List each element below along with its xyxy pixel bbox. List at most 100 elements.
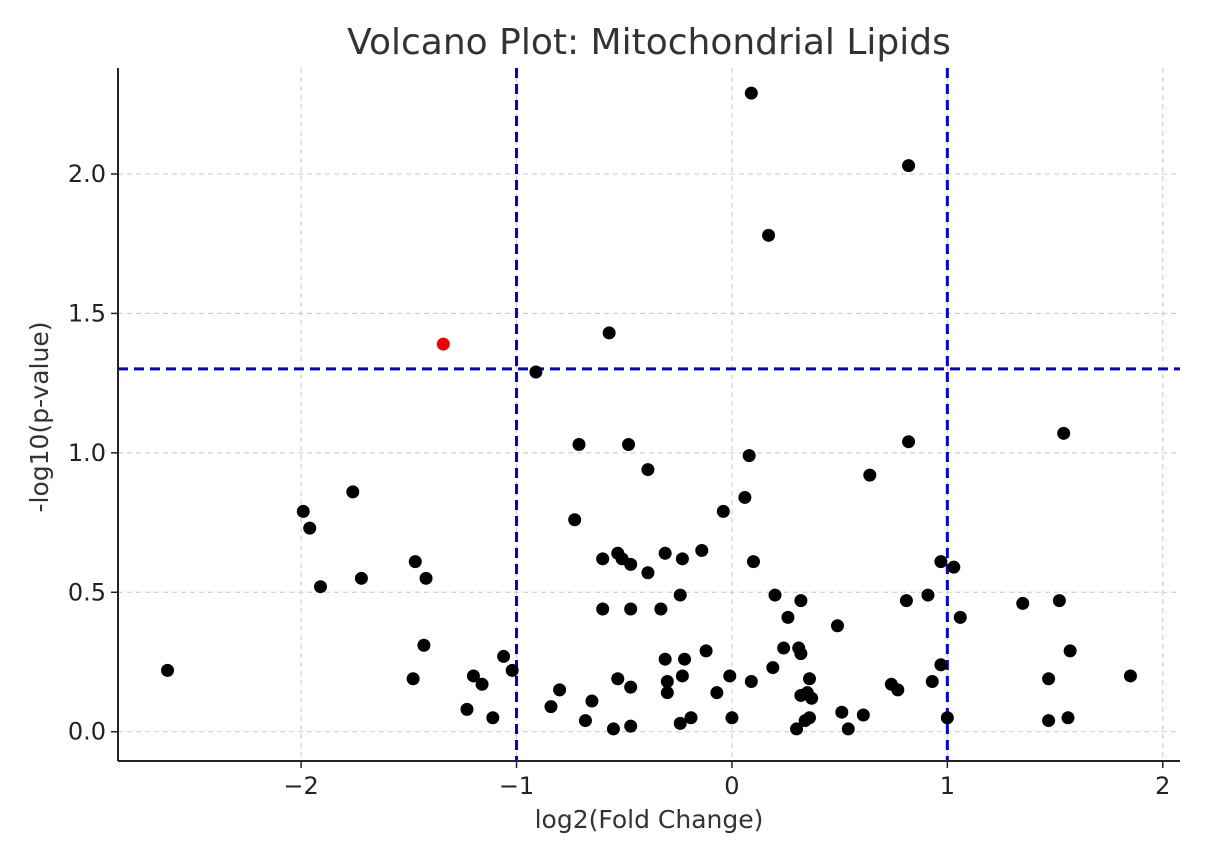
data-point <box>466 669 480 683</box>
data-point <box>835 705 849 719</box>
data-point <box>624 680 638 694</box>
x-tick-label: 2 <box>1155 772 1170 800</box>
data-point <box>675 552 689 566</box>
data-point <box>699 644 713 658</box>
data-point <box>1063 644 1077 658</box>
data-point <box>1016 596 1030 610</box>
x-tick-label: 1 <box>940 772 955 800</box>
data-point <box>921 588 935 602</box>
data-point <box>781 610 795 624</box>
data-point <box>660 675 674 689</box>
data-point <box>497 649 511 663</box>
y-tick-label: 2.0 <box>68 160 106 188</box>
data-point <box>161 663 175 677</box>
y-tick-label: 0.0 <box>68 718 106 746</box>
y-tick-label: 0.5 <box>68 578 106 606</box>
data-point <box>934 658 948 672</box>
data-point <box>766 661 780 675</box>
data-point <box>794 647 808 661</box>
data-point <box>934 555 948 569</box>
data-point <box>486 711 500 725</box>
data-point <box>417 638 431 652</box>
data-point <box>678 652 692 666</box>
data-point <box>641 566 655 580</box>
data-point <box>460 702 474 716</box>
data-point <box>790 722 804 736</box>
data-point <box>805 691 819 705</box>
data-point <box>585 694 599 708</box>
data-point <box>596 602 610 616</box>
data-point <box>777 641 791 655</box>
x-tick-label: −1 <box>499 772 534 800</box>
y-axis-label: -log10(p-value) <box>25 322 54 513</box>
data-point <box>902 435 916 449</box>
data-point <box>841 722 855 736</box>
highlighted-data-point <box>436 337 450 351</box>
data-point <box>947 560 961 574</box>
data-point <box>802 672 816 686</box>
data-point <box>1052 594 1066 608</box>
data-point <box>902 159 916 173</box>
y-tick-label: 1.0 <box>68 439 106 467</box>
data-point <box>746 555 760 569</box>
x-tick-label: 0 <box>724 772 739 800</box>
data-point <box>624 557 638 571</box>
data-point <box>1061 711 1075 725</box>
data-point <box>553 683 567 697</box>
data-point <box>354 571 368 585</box>
data-point <box>568 513 582 527</box>
data-point <box>953 610 967 624</box>
data-point <box>695 543 709 557</box>
data-point <box>660 686 674 700</box>
threshold-lines <box>118 68 1180 761</box>
data-point <box>716 504 730 518</box>
data-point <box>798 714 812 728</box>
data-point <box>744 86 758 100</box>
data-point <box>925 675 939 689</box>
data-point <box>940 711 954 725</box>
data-point <box>529 365 543 379</box>
data-point <box>624 602 638 616</box>
data-point <box>544 700 558 714</box>
data-point <box>303 521 317 535</box>
data-point <box>419 571 433 585</box>
data-point <box>899 594 913 608</box>
data-point <box>658 652 672 666</box>
data-point <box>794 594 808 608</box>
y-tick-label: 1.5 <box>68 299 106 327</box>
data-point <box>1042 714 1056 728</box>
data-point <box>606 722 620 736</box>
data-point <box>673 588 687 602</box>
grid-lines <box>118 68 1180 761</box>
data-point <box>578 714 592 728</box>
data-point <box>572 437 586 451</box>
data-point <box>296 504 310 518</box>
data-point <box>710 686 724 700</box>
data-point <box>673 716 687 730</box>
data-point <box>744 675 758 689</box>
data-point <box>406 672 420 686</box>
data-point <box>742 449 756 463</box>
data-point <box>856 708 870 722</box>
data-point <box>622 437 636 451</box>
data-point <box>654 602 668 616</box>
data-point <box>602 326 616 340</box>
data-point <box>1042 672 1056 686</box>
data-point <box>1057 426 1071 440</box>
data-point <box>762 228 776 242</box>
data-point <box>794 688 808 702</box>
data-point <box>313 580 327 594</box>
chart-title: Volcano Plot: Mitochondrial Lipids <box>347 22 951 63</box>
data-point <box>596 552 610 566</box>
x-axis-label: log2(Fold Change) <box>535 805 764 834</box>
axes: −2 −1 0 1 2 0.0 0.5 1.0 1.5 2.0 <box>68 68 1180 800</box>
x-tick-label: −2 <box>283 772 318 800</box>
data-point <box>863 468 877 482</box>
data-point <box>768 588 782 602</box>
data-point <box>624 719 638 733</box>
data-point <box>675 669 689 683</box>
data-point <box>1123 669 1137 683</box>
data-point <box>830 619 844 633</box>
data-point <box>738 490 752 504</box>
data-point <box>641 463 655 477</box>
